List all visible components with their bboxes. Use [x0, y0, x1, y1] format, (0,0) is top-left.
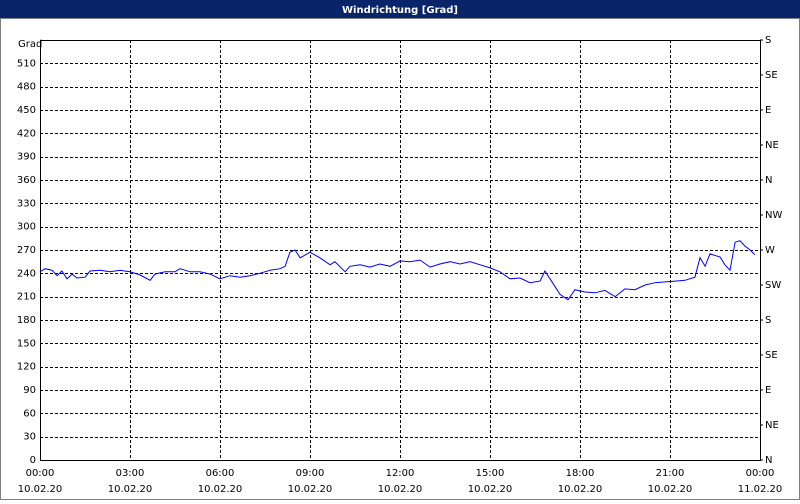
x-tick-date: 10.02.20: [648, 484, 693, 495]
x-tick-label: 18:00: [566, 468, 595, 479]
x-tick-label: 09:00: [296, 468, 325, 479]
y-tick-label: 30: [23, 432, 36, 443]
y-tick-label: 360: [17, 175, 36, 186]
y2-tick-label: W: [765, 245, 775, 256]
y2-tick-label: S: [765, 315, 771, 326]
y-tick-label: 300: [17, 222, 36, 233]
y2-tick-label: S: [765, 35, 771, 46]
title-bar: [0, 0, 800, 18]
y-tick-label: 480: [17, 82, 36, 93]
y2-tick-label: NW: [765, 210, 782, 221]
y-tick-label: 420: [17, 128, 36, 139]
y-tick-label: 450: [17, 105, 36, 116]
y-tick-label: 270: [17, 245, 36, 256]
y2-tick-label: N: [765, 455, 772, 466]
x-tick-date: 11.02.20: [738, 484, 783, 495]
y-tick-label: 90: [23, 385, 36, 396]
x-tick-date: 10.02.20: [558, 484, 603, 495]
data-line: [39, 240, 756, 301]
x-tick-date: 10.02.20: [288, 484, 333, 495]
y-tick-label: 210: [17, 292, 36, 303]
y-tick-label: 60: [23, 408, 36, 419]
x-tick-date: 10.02.20: [378, 484, 423, 495]
y-tick-label: 390: [17, 152, 36, 163]
y-tick-label: 240: [17, 268, 36, 279]
y2-tick-label: NE: [765, 420, 779, 431]
x-tick-label: 00:00: [26, 468, 55, 479]
y-tick-label: 180: [17, 315, 36, 326]
x-tick-date: 10.02.20: [18, 484, 63, 495]
x-tick-date: 10.02.20: [108, 484, 153, 495]
chart-title: Windrichtung [Grad]: [342, 5, 458, 16]
y-tick-label: 510: [17, 58, 36, 69]
y2-tick-label: E: [765, 385, 771, 396]
y2-tick-label: SE: [765, 70, 778, 81]
y-tick-label: 120: [17, 362, 36, 373]
x-tick-label: 12:00: [386, 468, 415, 479]
x-tick-date: 10.02.20: [198, 484, 243, 495]
y2-tick-label: SE: [765, 350, 778, 361]
x-tick-label: 15:00: [476, 468, 505, 479]
y2-tick-label: E: [765, 105, 771, 116]
y2-tick-label: NE: [765, 140, 779, 151]
y-axis-label: Grad: [18, 39, 42, 50]
x-tick-label: 06:00: [206, 468, 235, 479]
y2-tick-label: N: [765, 175, 772, 186]
x-tick-date: 10.02.20: [468, 484, 513, 495]
y-tick-label: 0: [30, 455, 36, 466]
x-tick-label: 03:00: [116, 468, 145, 479]
x-tick-label: 21:00: [656, 468, 685, 479]
y2-tick-label: SW: [765, 280, 781, 291]
y-tick-label: 150: [17, 338, 36, 349]
x-tick-label: 00:00: [746, 468, 775, 479]
y-tick-label: 330: [17, 198, 36, 209]
